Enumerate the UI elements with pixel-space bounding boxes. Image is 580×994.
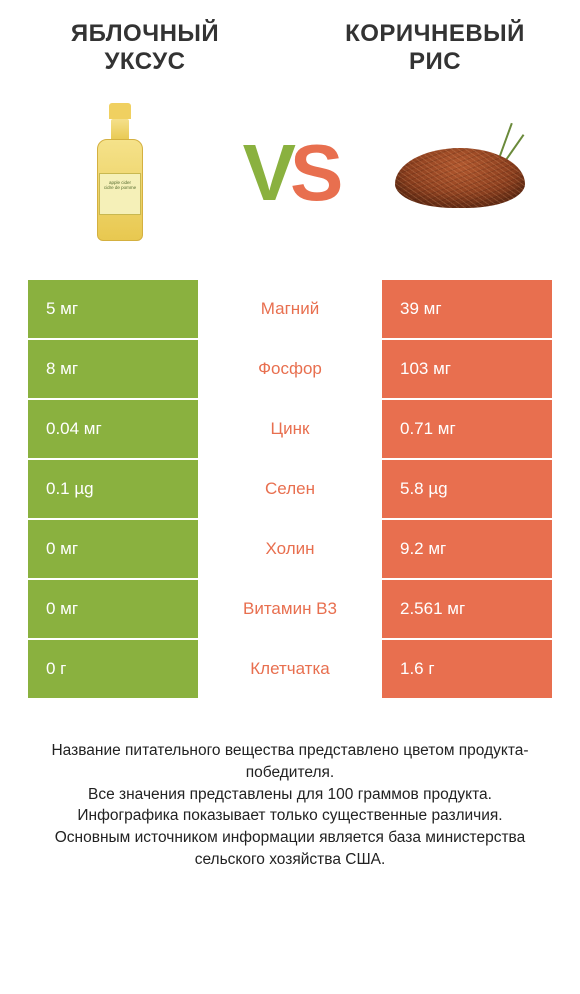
footer-line: Все значения представлены для 100 граммо… [20,784,560,806]
header: Яблочный уксус Коричневый рис [0,0,580,85]
nutrient-table: 5 мгМагний39 мг8 мгФосфор103 мг0.04 мгЦи… [0,280,580,698]
right-value-cell: 5.8 µg [382,460,552,518]
nutrient-label: Цинк [198,400,382,458]
footer-line: Название питательного вещества представл… [20,740,560,783]
right-value-cell: 1.6 г [382,640,552,698]
vs-s: S [290,128,337,217]
right-product-image [390,93,530,253]
vs-row: apple cider cidre de pomme VS [0,85,580,280]
vs-text: VS [243,133,338,213]
table-row: 0.04 мгЦинк0.71 мг [28,400,552,458]
nutrient-label: Клетчатка [198,640,382,698]
right-product-title: Коричневый рис [330,20,540,75]
vs-v: V [243,128,290,217]
left-value-cell: 0.1 µg [28,460,198,518]
brown-rice-icon [390,128,530,218]
vinegar-bottle-icon: apple cider cidre de pomme [96,103,144,243]
left-product-title: Яблочный уксус [40,20,250,75]
right-value-cell: 0.71 мг [382,400,552,458]
left-value-cell: 5 мг [28,280,198,338]
footer-line: Основным источником информации является … [20,827,560,870]
nutrient-label: Холин [198,520,382,578]
left-product-image: apple cider cidre de pomme [50,93,190,253]
table-row: 0 мгВитамин B32.561 мг [28,580,552,638]
right-value-cell: 39 мг [382,280,552,338]
right-value-cell: 9.2 мг [382,520,552,578]
nutrient-label: Селен [198,460,382,518]
footer-line: Инфографика показывает только существенн… [20,805,560,827]
left-value-cell: 0 мг [28,580,198,638]
nutrient-label: Фосфор [198,340,382,398]
left-value-cell: 0 г [28,640,198,698]
bottle-label: apple cider cidre de pomme [99,173,141,215]
right-value-cell: 2.561 мг [382,580,552,638]
left-value-cell: 0 мг [28,520,198,578]
left-value-cell: 0.04 мг [28,400,198,458]
table-row: 5 мгМагний39 мг [28,280,552,338]
footer-notes: Название питательного вещества представл… [0,700,580,870]
right-value-cell: 103 мг [382,340,552,398]
left-value-cell: 8 мг [28,340,198,398]
nutrient-label: Магний [198,280,382,338]
nutrient-label: Витамин B3 [198,580,382,638]
table-row: 8 мгФосфор103 мг [28,340,552,398]
table-row: 0.1 µgСелен5.8 µg [28,460,552,518]
table-row: 0 гКлетчатка1.6 г [28,640,552,698]
table-row: 0 мгХолин9.2 мг [28,520,552,578]
